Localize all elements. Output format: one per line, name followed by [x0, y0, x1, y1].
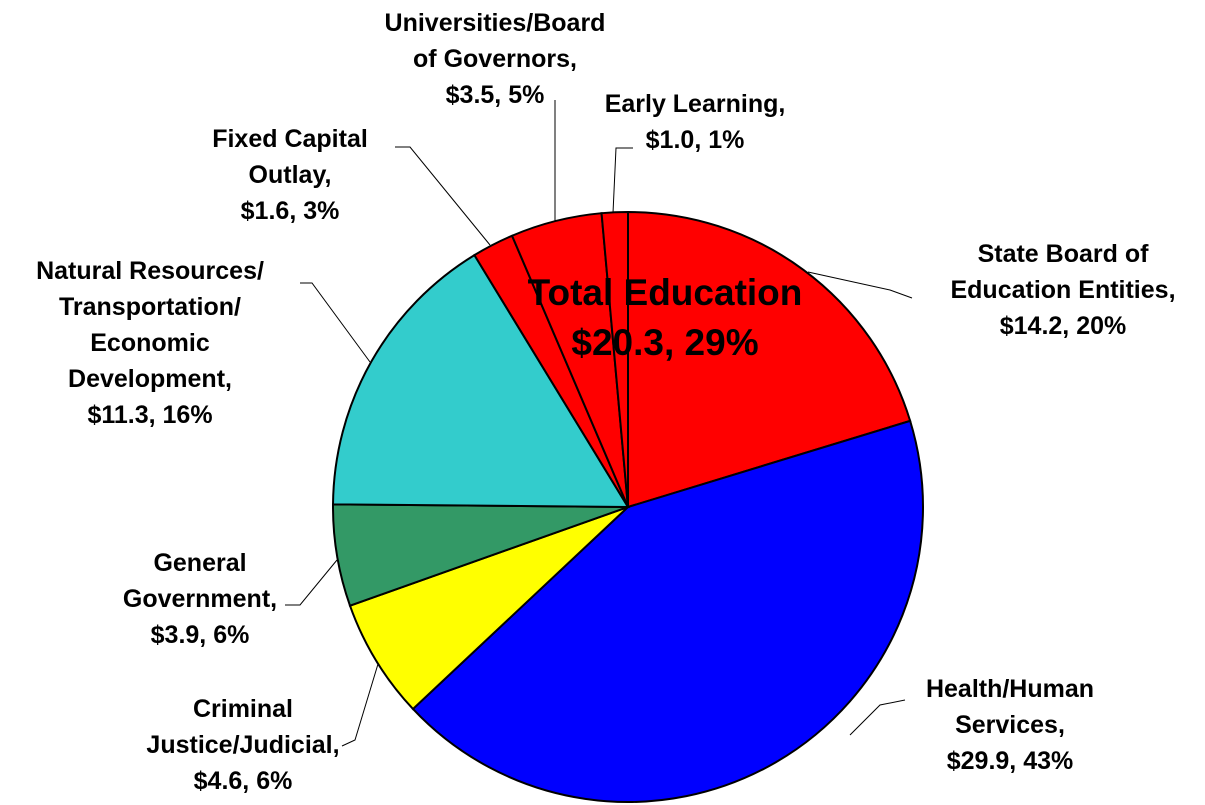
- value-label: $14.2, 20%: [999, 312, 1127, 340]
- category-label: State Board of Education Entities,: [950, 240, 1176, 304]
- slice-label: State Board of Education Entities, $14.2,…: [950, 236, 1175, 344]
- category-label: General Government,: [122, 549, 278, 613]
- leader-line: [395, 146, 491, 246]
- category-label: Criminal Justice/Judicial,: [146, 695, 340, 759]
- slice-label: Universities/Board of Governors, $3.5, 5%: [385, 5, 606, 113]
- leader-line: [849, 699, 906, 736]
- leader-line: [612, 147, 633, 214]
- leader-line: [285, 559, 338, 606]
- category-label: Early Learning,: [604, 90, 786, 118]
- slice-label: Early Learning, $1.0, 1%: [605, 86, 786, 158]
- leader-line: [300, 282, 371, 363]
- slice-label: Health/Human Services, $29.9, 43%: [926, 671, 1094, 779]
- leader-line: [341, 663, 379, 747]
- value-label: $3.5, 5%: [445, 81, 545, 109]
- slice-label: Fixed Capital Outlay, $1.6, 3%: [212, 121, 368, 229]
- value-label: $4.6, 6%: [193, 767, 293, 795]
- leader-line: [807, 271, 913, 299]
- group-annotation: Total Education $20.3, 29%: [527, 272, 803, 363]
- value-label: $29.9, 43%: [946, 747, 1074, 775]
- category-label: Natural Resources/ Transportation/ Econo…: [36, 257, 264, 393]
- value-label: $1.6, 3%: [240, 197, 340, 225]
- pie-slice: [332, 253, 630, 509]
- value-label: $3.9, 6%: [150, 621, 250, 649]
- value-label: $1.0, 1%: [645, 126, 745, 154]
- value-label: $11.3, 16%: [87, 401, 213, 429]
- slice-label: Natural Resources/ Transportation/ Econo…: [36, 253, 264, 433]
- slice-label: Criminal Justice/Judicial, $4.6, 6%: [146, 691, 339, 799]
- pie-slice: [348, 506, 629, 711]
- pie-slice: [411, 419, 924, 803]
- pie-slice: [600, 210, 629, 508]
- category-label: Universities/Board of Governors,: [384, 9, 606, 73]
- pie-slice: [627, 210, 912, 509]
- category-label: Health/Human Services,: [925, 675, 1095, 739]
- slice-label: General Government, $3.9, 6%: [123, 545, 277, 653]
- category-label: Fixed Capital Outlay,: [212, 125, 368, 189]
